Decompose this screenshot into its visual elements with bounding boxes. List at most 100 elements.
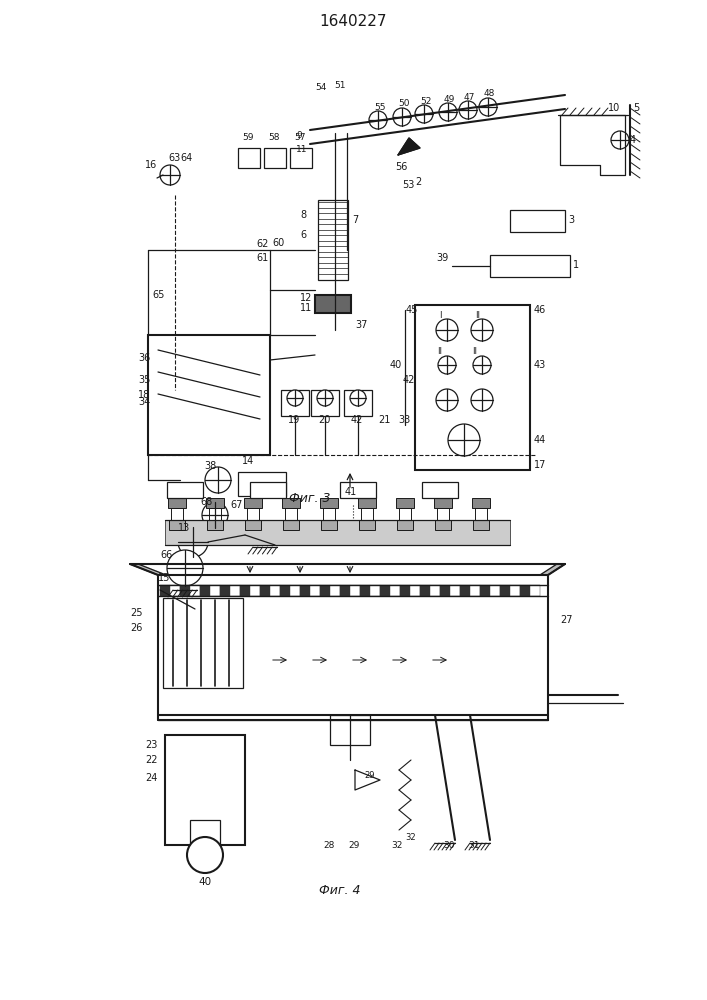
Bar: [247, 508, 259, 520]
Circle shape: [160, 165, 180, 185]
Text: 16: 16: [145, 160, 157, 170]
Polygon shape: [540, 564, 565, 575]
Bar: [430, 585, 440, 596]
Polygon shape: [130, 564, 166, 575]
Text: 27: 27: [560, 615, 573, 625]
Text: 61: 61: [256, 253, 268, 263]
Bar: [163, 598, 243, 688]
Bar: [285, 508, 297, 520]
Circle shape: [439, 103, 457, 121]
Text: 58: 58: [268, 133, 279, 142]
Text: 32: 32: [391, 840, 402, 850]
Bar: [315, 295, 351, 313]
Bar: [396, 498, 414, 508]
Text: 32: 32: [405, 834, 416, 842]
Text: 33: 33: [398, 415, 410, 425]
Bar: [311, 390, 339, 416]
Circle shape: [350, 390, 366, 406]
Text: 3: 3: [568, 215, 574, 225]
Text: 22: 22: [145, 755, 158, 765]
Bar: [323, 508, 335, 520]
Bar: [370, 585, 380, 596]
Bar: [230, 585, 240, 596]
Text: 29: 29: [348, 840, 359, 850]
Bar: [320, 585, 330, 596]
Text: 52: 52: [420, 97, 431, 105]
Text: 39: 39: [436, 253, 448, 263]
Bar: [472, 498, 490, 508]
Text: 13: 13: [178, 523, 190, 533]
Bar: [340, 482, 376, 498]
Bar: [415, 305, 530, 470]
Circle shape: [473, 356, 491, 374]
Bar: [244, 498, 262, 508]
Text: 36: 36: [138, 353, 151, 363]
Bar: [530, 585, 540, 596]
Bar: [399, 508, 411, 520]
Text: 65: 65: [152, 290, 164, 300]
Circle shape: [369, 111, 387, 129]
Text: Фиг. 4: Фиг. 4: [320, 884, 361, 896]
Text: Фиг. 3: Фиг. 3: [289, 491, 331, 504]
Text: 25: 25: [130, 608, 143, 618]
Text: 62: 62: [256, 239, 269, 249]
Circle shape: [178, 527, 208, 557]
Bar: [190, 585, 200, 596]
Text: 19: 19: [288, 415, 300, 425]
Text: 7: 7: [352, 215, 358, 225]
Bar: [281, 390, 309, 416]
Bar: [344, 390, 372, 416]
Bar: [397, 520, 413, 530]
Text: 53: 53: [402, 180, 414, 190]
Circle shape: [436, 319, 458, 341]
Bar: [250, 585, 260, 596]
Bar: [361, 508, 373, 520]
Text: 29: 29: [364, 772, 375, 780]
Text: 54: 54: [315, 84, 327, 93]
Text: II: II: [437, 348, 442, 357]
Text: 1640227: 1640227: [320, 14, 387, 29]
Text: 59: 59: [242, 133, 254, 142]
Bar: [245, 520, 261, 530]
Text: 46: 46: [534, 305, 547, 315]
Bar: [160, 585, 170, 596]
Text: 37: 37: [355, 320, 368, 330]
Bar: [190, 820, 220, 860]
Bar: [410, 585, 420, 596]
Bar: [359, 520, 375, 530]
Bar: [473, 520, 489, 530]
Text: 40: 40: [198, 877, 211, 887]
Text: 30: 30: [443, 840, 455, 850]
Circle shape: [471, 319, 493, 341]
Text: 6: 6: [300, 230, 306, 240]
Bar: [209, 508, 221, 520]
Bar: [320, 498, 338, 508]
Circle shape: [436, 389, 458, 411]
Bar: [206, 498, 224, 508]
Bar: [350, 585, 360, 596]
Bar: [450, 585, 460, 596]
Text: 49: 49: [444, 95, 455, 104]
Bar: [260, 585, 270, 596]
Text: 9: 9: [296, 130, 302, 139]
Text: 64: 64: [180, 153, 192, 163]
Text: 17: 17: [534, 460, 547, 470]
Text: 50: 50: [398, 100, 409, 108]
Bar: [490, 585, 500, 596]
Text: 11: 11: [296, 145, 308, 154]
Text: 60: 60: [272, 238, 284, 248]
Bar: [169, 520, 185, 530]
Bar: [270, 585, 280, 596]
Bar: [480, 585, 490, 596]
Circle shape: [187, 837, 223, 873]
Text: 48: 48: [484, 90, 496, 99]
Bar: [290, 585, 300, 596]
Bar: [390, 585, 400, 596]
Bar: [210, 585, 220, 596]
Bar: [321, 520, 337, 530]
Text: 35: 35: [138, 375, 151, 385]
Text: 51: 51: [334, 81, 346, 90]
Bar: [282, 498, 300, 508]
Text: 11: 11: [300, 303, 312, 313]
Bar: [220, 585, 230, 596]
